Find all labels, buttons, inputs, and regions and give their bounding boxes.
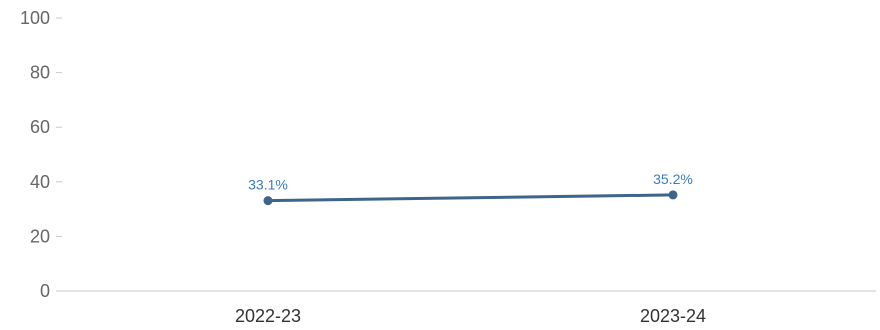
series-group: 33.1% 35.2% xyxy=(248,171,693,206)
x-axis-ticks: 2022-23 2023-24 xyxy=(235,306,706,326)
data-label: 33.1% xyxy=(248,177,288,193)
series-line xyxy=(267,193,674,203)
y-tick-label: 60 xyxy=(30,117,50,137)
y-tick-label: 20 xyxy=(30,226,50,246)
y-tick-label: 40 xyxy=(30,172,50,192)
y-axis-ticks: 0 20 40 60 80 100 xyxy=(20,8,62,301)
y-tick-label: 0 xyxy=(40,281,50,301)
x-tick-label: 2023-24 xyxy=(640,306,706,326)
y-tick-label: 80 xyxy=(30,63,50,83)
data-point xyxy=(263,196,273,206)
x-tick-label: 2022-23 xyxy=(235,306,301,326)
data-label: 35.2% xyxy=(653,171,693,187)
y-tick-label: 100 xyxy=(20,8,50,28)
data-point xyxy=(668,190,678,200)
